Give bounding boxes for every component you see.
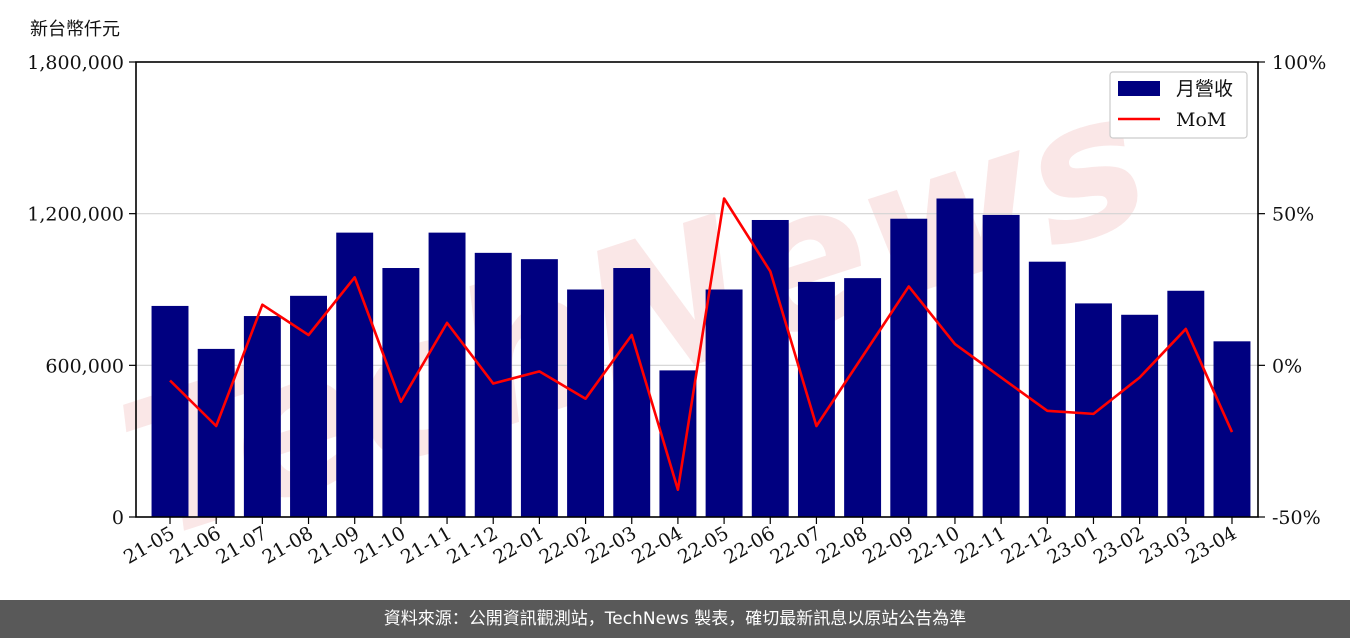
x-tick-label: 22-02 (536, 522, 594, 568)
x-tick-label: 22-12 (997, 522, 1055, 568)
plot-frame (135, 61, 1259, 518)
bar-22-10 (936, 198, 974, 517)
bar-21-07 (243, 316, 281, 517)
bar-23-02 (1121, 314, 1159, 517)
legend-label-bar: 月營收 (1176, 78, 1233, 100)
right-tick-label: 100% (1272, 52, 1326, 74)
bar-21-09 (336, 232, 374, 517)
bar-22-06 (751, 219, 789, 517)
bar-22-01 (520, 259, 558, 517)
x-tick-label: 22-06 (720, 522, 778, 568)
bar-23-01 (1075, 303, 1112, 517)
x-tick-label: 23-02 (1090, 522, 1148, 568)
y-axis-unit-label: 新台幣仟元 (30, 19, 120, 40)
x-tick-label: 22-03 (582, 522, 640, 568)
x-tick-label: 23-04 (1182, 522, 1240, 568)
bar-22-07 (797, 281, 835, 517)
legend-swatch-bar (1118, 81, 1160, 96)
right-tick-label: 50% (1272, 204, 1314, 226)
bar-22-04 (659, 370, 697, 517)
bar-22-02 (567, 289, 605, 517)
right-tick-label: -50% (1272, 507, 1321, 529)
x-tick-label: 22-05 (674, 522, 732, 568)
x-tick-label: 22-04 (628, 522, 686, 568)
bar-21-05 (151, 305, 189, 517)
chart-area: 新台幣仟元 TechNews0600,0001,200,0001,800,000… (27, 19, 1326, 584)
x-tick-label: 22-01 (489, 522, 547, 568)
mom-line (169, 197, 1234, 492)
bar-22-09 (890, 218, 928, 517)
left-tick-label: 1,200,000 (27, 204, 124, 226)
left-tick-label: 1,800,000 (27, 52, 124, 74)
source-footer: 資料來源：公開資訊觀測站，TechNews 製表，確切最新訊息以原站公告為準 (0, 600, 1350, 638)
bar-22-12 (1028, 261, 1066, 517)
left-tick-label: 0 (112, 507, 124, 529)
x-tick-label: 22-08 (813, 522, 871, 568)
x-tick-label: 21-10 (351, 522, 409, 568)
x-tick-label: 21-12 (443, 522, 501, 568)
x-tick-label: 22-10 (905, 522, 963, 568)
chart-svg: TechNews0600,0001,200,0001,800,000-50%0%… (27, 47, 1326, 584)
x-tick-label: 23-03 (1136, 522, 1194, 568)
bar-21-06 (197, 348, 235, 517)
x-tick-label: 22-07 (766, 522, 824, 568)
bar-21-10 (382, 268, 420, 517)
legend-label-line: MoM (1176, 109, 1226, 131)
x-tick-label: 22-11 (951, 522, 1009, 568)
bar-21-12 (474, 252, 512, 517)
bar-23-03 (1167, 290, 1205, 517)
bar-22-11 (982, 214, 1020, 518)
bar-21-08 (290, 295, 327, 517)
x-tick-label: 21-11 (397, 522, 455, 568)
bar-22-03 (613, 268, 651, 517)
bar-22-08 (844, 278, 882, 517)
x-tick-label: 23-01 (1044, 522, 1102, 568)
x-tick-label: 22-09 (859, 522, 917, 568)
bar-22-05 (705, 289, 743, 517)
right-tick-label: 0% (1272, 355, 1302, 377)
left-tick-label: 600,000 (45, 355, 124, 377)
bar-21-11 (428, 232, 466, 517)
